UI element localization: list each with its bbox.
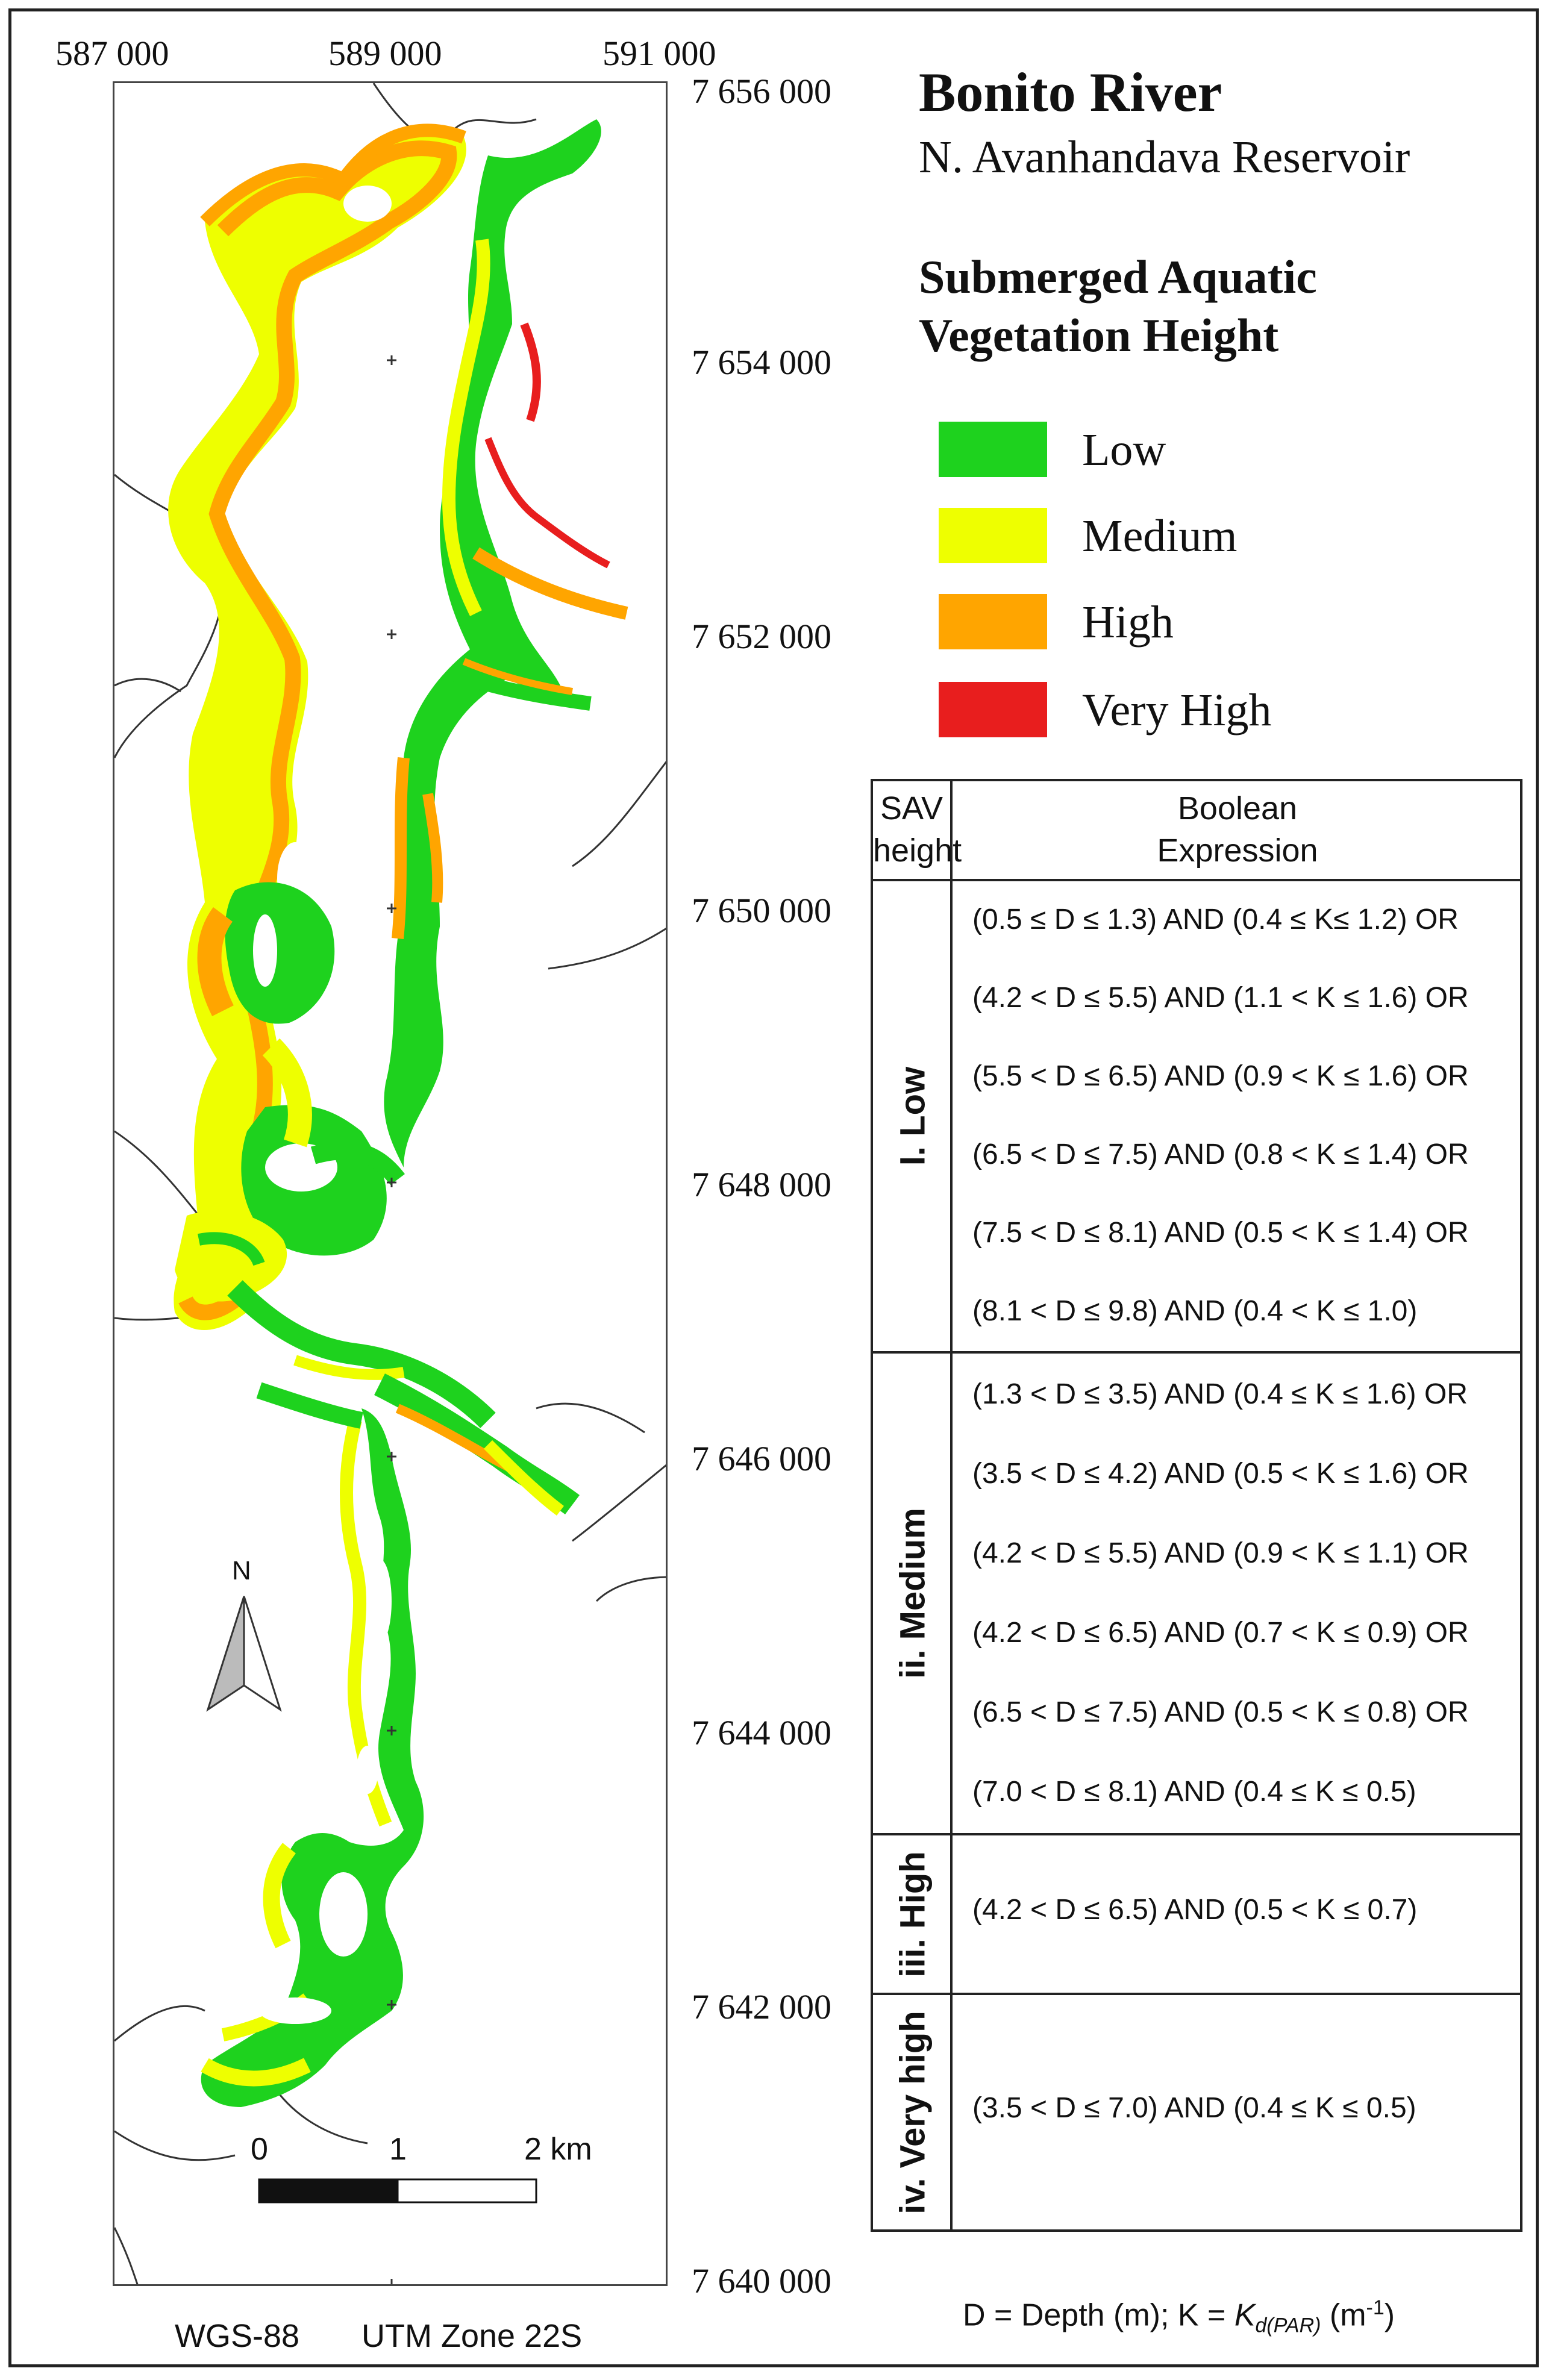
north-arrow [206, 1596, 282, 1712]
x-tick-label: 591 000 [602, 34, 716, 73]
expression-row: (6.5 < D ≤ 7.5) AND (0.5 < K ≤ 0.8) OR [972, 1696, 1469, 1728]
vegetation-middle [175, 882, 580, 1516]
map-subtitle: N. Avanhandava Reservoir [919, 132, 1410, 183]
footnote-unit: (m [1321, 2297, 1366, 2333]
table-group-high: iii. High (4.2 < D ≤ 6.5) AND (0.5 < K ≤… [873, 1835, 1520, 1995]
expression-row: (3.5 < D ≤ 7.0) AND (0.4 ≤ K ≤ 0.5) [972, 2092, 1416, 2124]
projection-label: UTM Zone 22S [361, 2318, 583, 2354]
group-label-cell: I. Low [873, 881, 953, 1351]
table-header-row: SAV height Boolean Expression [873, 781, 1520, 881]
legend-item-high: High [939, 594, 1481, 649]
y-tick-label: 7 648 000 [692, 1165, 831, 1204]
scale-bar [258, 2178, 537, 2204]
table-group-low: I. Low (0.5 ≤ D ≤ 1.3) AND (0.4 ≤ K≤ 1.2… [873, 881, 1520, 1354]
legend-title-line1: Submerged Aquatic [919, 251, 1317, 303]
group-label: I. Low [893, 1066, 933, 1166]
expression-row: (1.3 < D ≤ 3.5) AND (0.4 ≤ K ≤ 1.6) OR [972, 1378, 1468, 1410]
vegetation-lower [201, 1382, 424, 2107]
header-sav-height: SAV height [873, 781, 962, 879]
expression-row: (4.2 < D ≤ 5.5) AND (1.1 < K ≤ 1.6) OR [972, 982, 1469, 1014]
legend-label: Medium [1082, 511, 1238, 561]
legend-swatch [939, 508, 1047, 563]
y-tick-label: 7 642 000 [692, 1987, 831, 2026]
footnote-k-symbol: K [1234, 2297, 1256, 2333]
group-label-cell: ii. Medium [873, 1354, 953, 1833]
expression-row: (8.1 < D ≤ 9.8) AND (0.4 < K ≤ 1.0) [972, 1295, 1418, 1327]
group-label: iii. High [893, 1851, 933, 1978]
group-label: iv. Very high [893, 2010, 933, 2214]
north-label: N [232, 1556, 251, 1585]
legend-label: Low [1082, 425, 1166, 475]
expression-row: (7.0 < D ≤ 8.1) AND (0.4 ≤ K ≤ 0.5) [972, 1776, 1416, 1808]
x-tick-label: 587 000 [55, 34, 169, 73]
legend-item-medium: Medium [939, 508, 1481, 563]
boolean-expression-table: SAV height Boolean Expression I. Low (0.… [871, 779, 1522, 2232]
legend-swatch [939, 422, 1047, 477]
shoreline-outlines [114, 83, 666, 2284]
legend-label: Very High [1082, 685, 1272, 736]
y-tick-label: 7 656 000 [692, 72, 831, 111]
scale-label: 2 km [524, 2132, 592, 2167]
group-label-cell: iv. Very high [873, 1995, 953, 2229]
reservoir-map [114, 83, 666, 2284]
legend-item-low: Low [939, 422, 1481, 477]
vegetation-east-upper [384, 119, 628, 1167]
legend-item-very-high: Very High [939, 682, 1481, 737]
expression-row: (4.2 < D ≤ 6.5) AND (0.7 < K ≤ 0.9) OR [972, 1617, 1469, 1649]
table-footnote: D = Depth (m); K = Kd(PAR) (m-1) [963, 2296, 1395, 2338]
header-text: Boolean [1177, 790, 1298, 826]
map-title: Bonito River [919, 61, 1222, 123]
expression-row: (6.5 < D ≤ 7.5) AND (0.8 < K ≤ 1.4) OR [972, 1138, 1469, 1170]
group-label: ii. Medium [893, 1508, 933, 1679]
header-text: height [873, 832, 962, 869]
group-label-cell: iii. High [873, 1835, 953, 1993]
y-tick-label: 7 654 000 [692, 343, 831, 382]
footnote-text: D = Depth (m); K = [963, 2297, 1234, 2333]
x-tick-label: 589 000 [328, 34, 442, 73]
scale-label: 1 [389, 2132, 407, 2167]
header-text: SAV [880, 790, 943, 826]
map-panel: N 0 1 2 km [113, 81, 668, 2286]
y-tick-label: 7 650 000 [692, 891, 831, 930]
figure-frame [8, 8, 1539, 2367]
datum-label: WGS-88 [175, 2318, 300, 2354]
legend-title-line2: Vegetation Height [919, 309, 1279, 361]
expression-row: (5.5 < D ≤ 6.5) AND (0.9 < K ≤ 1.6) OR [972, 1060, 1469, 1092]
expression-row: (4.2 < D ≤ 5.5) AND (0.9 < K ≤ 1.1) OR [972, 1537, 1469, 1569]
expression-row: (3.5 < D ≤ 4.2) AND (0.5 < K ≤ 1.6) OR [972, 1458, 1469, 1490]
expression-row: (4.2 < D ≤ 6.5) AND (0.5 < K ≤ 0.7) [972, 1894, 1418, 1926]
legend-swatch [939, 594, 1047, 649]
expression-row: (7.5 < D ≤ 8.1) AND (0.5 < K ≤ 1.4) OR [972, 1217, 1469, 1249]
header-boolean-expression: Boolean Expression [953, 787, 1522, 872]
legend-label: High [1082, 597, 1174, 648]
table-group-very-high: iv. Very high (3.5 < D ≤ 7.0) AND (0.4 ≤… [873, 1995, 1520, 2229]
footnote-k-subscript: d(PAR) [1255, 2314, 1321, 2337]
table-group-medium: ii. Medium (1.3 < D ≤ 3.5) AND (0.4 ≤ K … [873, 1354, 1520, 1835]
y-tick-label: 7 640 000 [692, 2261, 831, 2300]
y-tick-label: 7 644 000 [692, 1713, 831, 1752]
scale-label: 0 [251, 2132, 268, 2167]
footnote-unit-close: ) [1384, 2297, 1395, 2333]
header-text: Expression [1157, 832, 1318, 869]
footnote-unit-exp: -1 [1366, 2296, 1385, 2319]
legend-swatch [939, 682, 1047, 737]
grid-crosses [387, 355, 396, 2284]
expression-row: (0.5 ≤ D ≤ 1.3) AND (0.4 ≤ K≤ 1.2) OR [972, 904, 1459, 935]
y-tick-label: 7 646 000 [692, 1439, 831, 1478]
y-tick-label: 7 652 000 [692, 617, 831, 656]
